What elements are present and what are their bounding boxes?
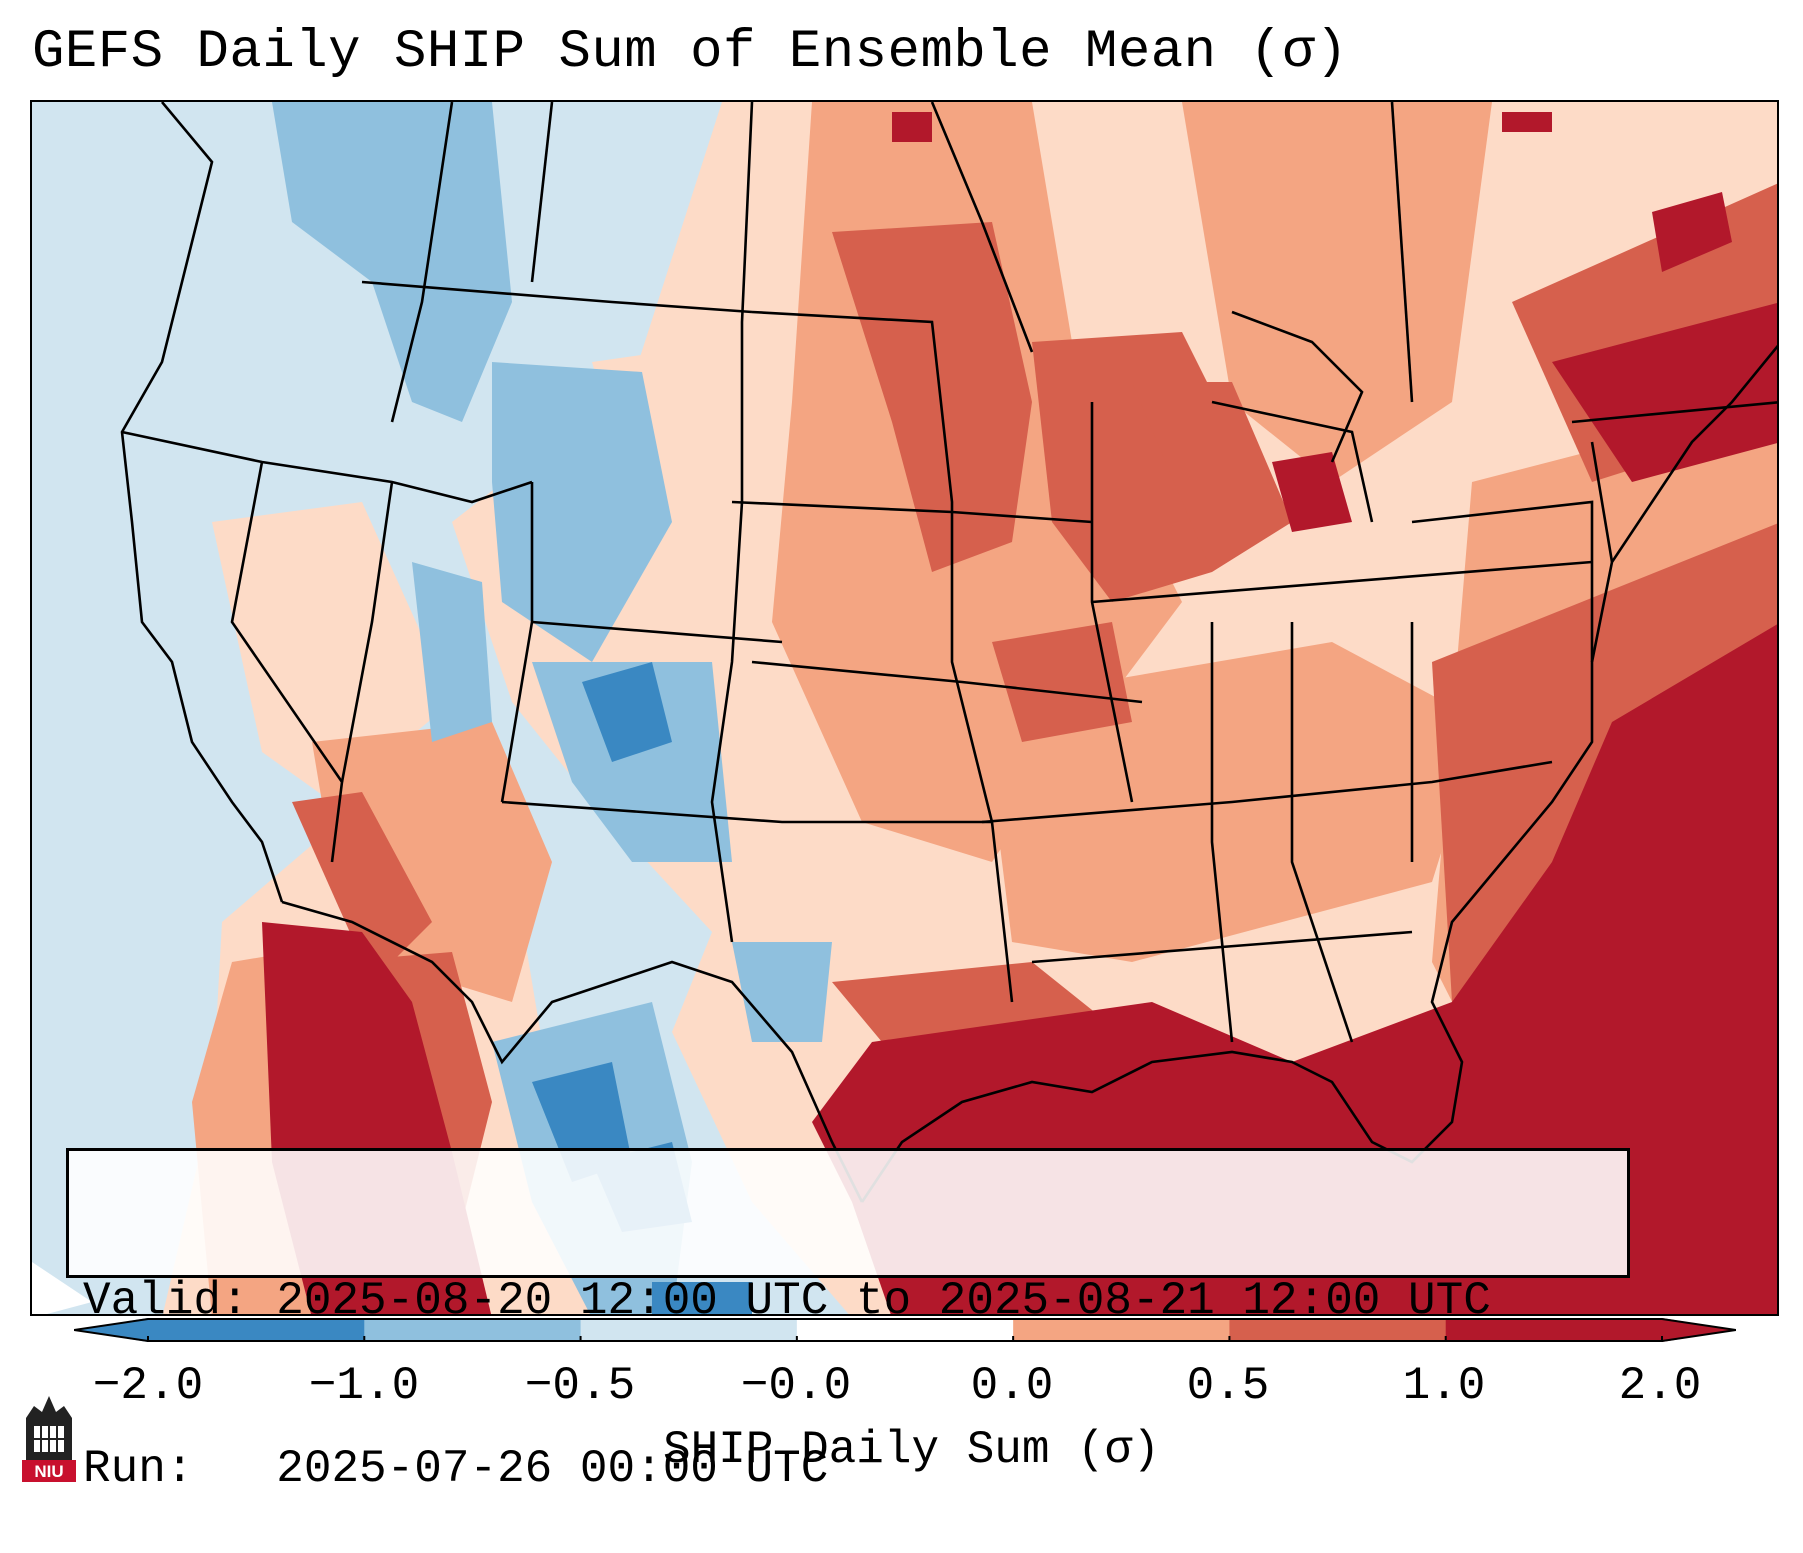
niu-logo: NIU: [22, 1396, 76, 1482]
svg-text:NIU: NIU: [34, 1462, 63, 1481]
colorbar-tick-label: −0.0: [740, 1360, 852, 1412]
colorbar-bin: [1013, 1318, 1230, 1342]
state-boundaries: [120, 102, 1777, 1203]
colorbar-label: SHIP Daily Sum (σ): [663, 1424, 1160, 1476]
colorbar-bin: [1445, 1318, 1663, 1342]
colorbar-tick-label: 0.0: [970, 1360, 1054, 1412]
colorbar-tick-label: 0.5: [1186, 1360, 1270, 1412]
colorbar-tick-label: −2.0: [92, 1360, 204, 1412]
colorbar-tick-label: −0.5: [524, 1360, 636, 1412]
map-panel: [30, 100, 1779, 1316]
colorbar: [74, 1318, 1736, 1342]
colorbar-bin: [1229, 1318, 1447, 1342]
colorbar-bin: [364, 1318, 582, 1342]
validity-info-box: Valid: 2025-08-20 12:00 UTC to 2025-08-2…: [66, 1148, 1630, 1495]
run-time-text: Run: 2025-07-26 00:00 UTC: [83, 1443, 829, 1495]
colorbar-tick-label: 2.0: [1618, 1360, 1702, 1412]
colorbar-bin: [148, 1318, 365, 1342]
colorbar-bin: [580, 1318, 798, 1342]
colorbar-tick-label: 1.0: [1402, 1360, 1486, 1412]
colorbar-extend-max: [1662, 1318, 1736, 1342]
colorbar-tick-label: −1.0: [308, 1360, 420, 1412]
choropleth-map: [32, 102, 1777, 1314]
map-title: GEFS Daily SHIP Sum of Ensemble Mean (σ): [32, 22, 1349, 83]
colorbar-extend-min: [74, 1318, 148, 1342]
colorbar-bin: [796, 1318, 1014, 1342]
